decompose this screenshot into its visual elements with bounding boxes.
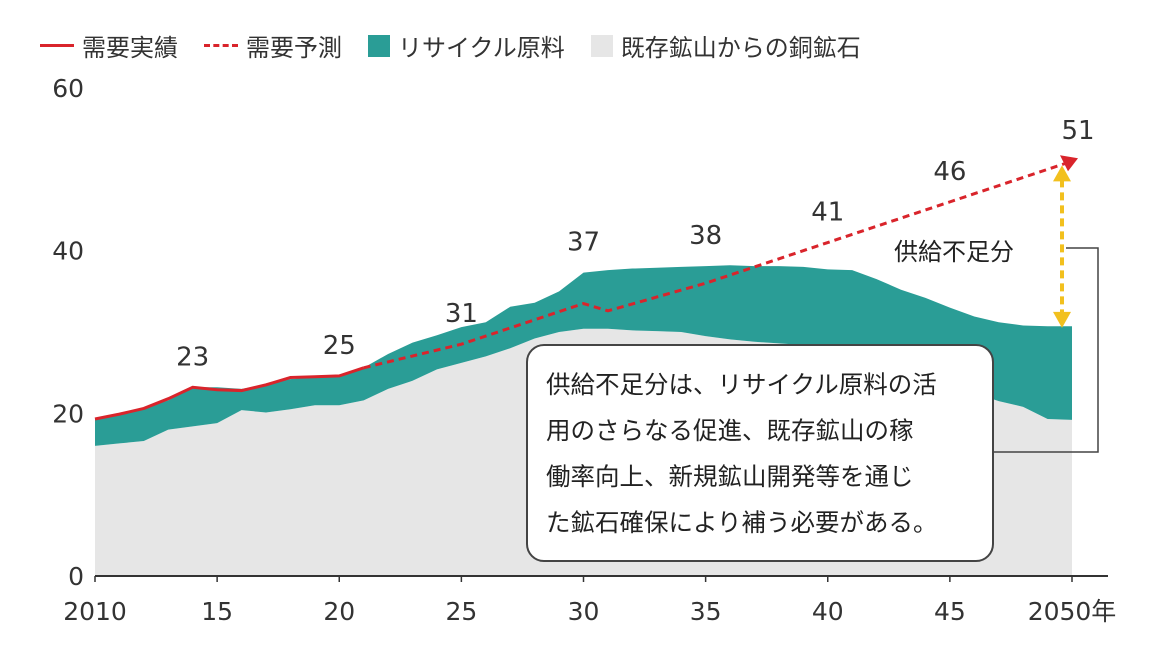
legend: 需要実績 需要予測 リサイクル原料 既存鉱山からの銅鉱石 xyxy=(40,28,887,63)
data-label-layer: 23 25 31 37 38 41 46 51 xyxy=(176,116,1094,372)
legend-swatch-mine xyxy=(590,34,613,57)
shortage-label: 供給不足分 xyxy=(894,238,1014,266)
legend-label: 既存鉱山からの銅鉱石 xyxy=(620,34,861,62)
x-tick-label: 2050年 xyxy=(1028,597,1117,626)
legend-swatch-solid-line xyxy=(40,44,74,47)
y-tick-label: 20 xyxy=(52,399,84,428)
callout-line-4: た鉱石確保により補う必要がある。 xyxy=(546,508,938,537)
line-layer xyxy=(94,155,1078,421)
shortage-layer xyxy=(994,165,1099,453)
x-tick-label: 45 xyxy=(934,597,966,626)
shortage-bracket xyxy=(994,247,1099,453)
shortage-arrowhead-bottom xyxy=(1053,311,1071,328)
line-demand-forecast xyxy=(363,159,1073,370)
legend-item-demand-forecast: 需要予測 xyxy=(204,28,342,63)
legend-item-demand-actual: 需要実績 xyxy=(40,28,178,63)
data-label: 23 xyxy=(176,342,209,372)
callout-box: 供給不足分は、リサイクル原料の活 用のさらなる促進、既存鉱山の稼 働率向上、新規… xyxy=(526,344,994,562)
data-label: 46 xyxy=(933,157,966,187)
x-tick-label: 20 xyxy=(323,597,355,626)
y-tick-label: 0 xyxy=(68,562,84,591)
legend-item-recycled: リサイクル原料 xyxy=(368,28,565,63)
legend-label: 需要実績 xyxy=(82,34,178,62)
legend-label: 需要予測 xyxy=(246,34,342,62)
shortage-arrowhead-top xyxy=(1053,165,1071,182)
x-tick-label: 25 xyxy=(445,597,477,626)
x-tick-label: 35 xyxy=(690,597,722,626)
data-label: 38 xyxy=(689,221,722,251)
data-label: 51 xyxy=(1061,116,1094,146)
data-label: 25 xyxy=(323,331,356,361)
data-label: 37 xyxy=(567,228,600,258)
legend-item-mine: 既存鉱山からの銅鉱石 xyxy=(590,28,861,63)
axes-layer: 2010 15 20 25 30 35 40 45 2050年 0 20 40 60 xyxy=(52,74,1116,626)
x-tick-label: 2010 xyxy=(63,597,127,626)
x-tick-label: 15 xyxy=(201,597,233,626)
forecast-arrowhead xyxy=(1060,155,1078,172)
line-demand-actual xyxy=(94,366,365,421)
callout-line-3: 働率向上、新規鉱山開発等を通じ xyxy=(546,462,914,491)
callout-line-1: 供給不足分は、リサイクル原料の活 xyxy=(546,370,937,399)
legend-swatch-dashed-line xyxy=(204,44,238,47)
data-label: 41 xyxy=(811,198,844,228)
x-tick-label: 40 xyxy=(812,597,844,626)
data-label: 31 xyxy=(445,299,478,329)
y-tick-label: 40 xyxy=(52,237,84,266)
callout-line-2: 用のさらなる促進、既存鉱山の稼 xyxy=(546,416,914,445)
x-tick-label: 30 xyxy=(568,597,600,626)
legend-swatch-recycled xyxy=(368,34,390,57)
legend-label: リサイクル原料 xyxy=(398,34,565,62)
y-tick-label: 60 xyxy=(52,74,84,103)
area-recycled xyxy=(95,265,1072,446)
